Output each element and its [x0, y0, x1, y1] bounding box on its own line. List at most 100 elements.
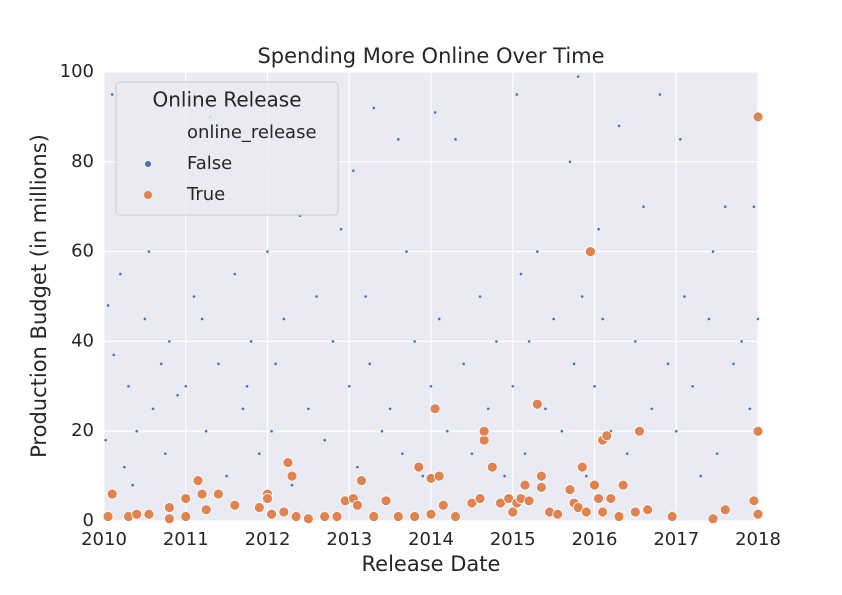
point [531, 398, 543, 410]
x-axis-label: Release Date [362, 552, 501, 576]
point [213, 488, 224, 500]
point [352, 169, 355, 173]
point [507, 506, 519, 518]
x-tick-label: 2011 [163, 529, 209, 550]
point [601, 317, 604, 321]
point [200, 317, 204, 321]
point [315, 295, 318, 298]
point [748, 495, 760, 507]
point [478, 295, 482, 298]
point [593, 493, 604, 504]
point [401, 452, 404, 455]
point [192, 295, 196, 298]
point [437, 499, 449, 511]
point [249, 340, 253, 343]
point [200, 504, 212, 516]
point [274, 362, 277, 366]
point [127, 385, 130, 388]
point [229, 499, 241, 511]
point [282, 317, 286, 321]
point [147, 250, 151, 253]
point [740, 340, 743, 343]
y-tick-label: 100 [60, 61, 94, 82]
point [613, 511, 625, 522]
point [593, 385, 596, 388]
point [302, 513, 314, 525]
point [580, 506, 592, 518]
point [282, 457, 294, 469]
point [164, 452, 167, 455]
point [679, 138, 682, 141]
point [629, 506, 641, 518]
point [486, 461, 498, 473]
point [437, 317, 441, 321]
point [519, 479, 531, 491]
point [572, 502, 584, 513]
point [474, 493, 486, 504]
point [724, 205, 727, 208]
x-tick-label: 2013 [326, 529, 372, 550]
point [331, 340, 335, 343]
point [241, 407, 245, 411]
point [523, 452, 527, 455]
legend-label: False [187, 153, 232, 174]
point [168, 340, 171, 343]
point [368, 362, 371, 366]
point [364, 295, 367, 298]
point [552, 508, 564, 520]
point [634, 340, 637, 343]
point [683, 295, 686, 298]
point [347, 385, 351, 388]
point [572, 362, 576, 366]
point [266, 508, 277, 520]
point [217, 362, 220, 366]
x-tick-label: 2010 [81, 529, 127, 550]
point [732, 362, 735, 366]
point [495, 340, 498, 343]
point [225, 474, 228, 478]
point [748, 407, 752, 411]
legend-label: True [186, 184, 225, 205]
point [159, 362, 163, 366]
point [151, 407, 155, 411]
point [307, 407, 310, 411]
point [707, 317, 711, 321]
point [286, 470, 298, 482]
point [102, 511, 114, 522]
point [503, 474, 506, 478]
point [143, 317, 147, 321]
point [544, 407, 547, 411]
point [110, 93, 114, 96]
point [245, 385, 249, 388]
point [756, 317, 760, 321]
point [131, 483, 134, 487]
y-tick-label: 20 [71, 420, 94, 441]
point [397, 138, 400, 141]
point [535, 481, 547, 493]
point [388, 407, 392, 411]
point [454, 138, 457, 141]
point [409, 511, 421, 522]
point [184, 385, 188, 388]
point [204, 429, 208, 433]
point [180, 511, 192, 522]
point [135, 429, 138, 433]
y-tick-label: 80 [71, 151, 94, 172]
point [576, 75, 580, 78]
point [625, 452, 629, 455]
point [597, 506, 609, 518]
point [253, 502, 265, 513]
point [380, 429, 384, 433]
point [319, 511, 331, 522]
point [356, 465, 359, 469]
point [642, 504, 654, 516]
point [119, 272, 122, 276]
point [650, 407, 654, 411]
point [719, 504, 731, 516]
point [617, 479, 629, 491]
point [674, 429, 678, 433]
point [515, 93, 519, 96]
point [356, 475, 367, 486]
point [642, 205, 645, 208]
point [752, 111, 764, 123]
